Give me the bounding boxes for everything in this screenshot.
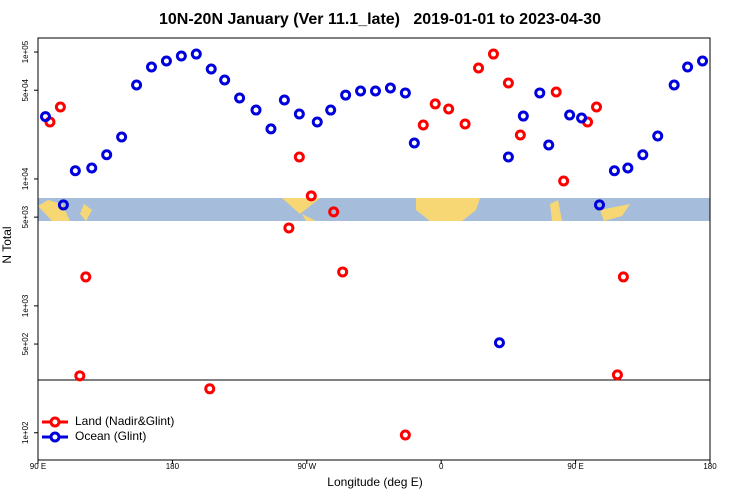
chart-title: 10N-20N January (Ver 11.1_late) 2019-01-… bbox=[159, 11, 601, 28]
legend-marker bbox=[49, 431, 61, 443]
point bbox=[219, 74, 231, 86]
point bbox=[576, 112, 588, 124]
point bbox=[57, 199, 69, 211]
x-tick-label: 180 bbox=[703, 462, 717, 471]
point bbox=[487, 48, 499, 60]
legend-label: Ocean (Glint) bbox=[75, 429, 146, 443]
y-tick-label: 5e+02 bbox=[21, 332, 30, 355]
point bbox=[682, 61, 694, 73]
point bbox=[205, 63, 217, 75]
map-band bbox=[38, 198, 710, 221]
point bbox=[250, 104, 262, 116]
point bbox=[622, 162, 634, 174]
point bbox=[384, 82, 396, 94]
x-tick-label: 90 E bbox=[567, 462, 583, 471]
point bbox=[408, 137, 420, 149]
point bbox=[369, 85, 381, 97]
point bbox=[116, 131, 128, 143]
point bbox=[608, 165, 620, 177]
point bbox=[514, 129, 526, 141]
point bbox=[204, 383, 216, 395]
legend-marker bbox=[49, 416, 61, 428]
point bbox=[473, 62, 485, 74]
point bbox=[534, 87, 546, 99]
point bbox=[54, 101, 66, 113]
point bbox=[160, 55, 172, 67]
y-tick-label: 5e+04 bbox=[21, 78, 30, 101]
point bbox=[591, 101, 603, 113]
legend-label: Land (Nadir&Glint) bbox=[75, 414, 174, 428]
point bbox=[175, 50, 187, 62]
point bbox=[517, 110, 529, 122]
x-axis-label: Longitude (deg E) bbox=[327, 475, 422, 489]
point bbox=[399, 87, 411, 99]
point bbox=[593, 199, 605, 211]
point bbox=[543, 139, 555, 151]
y-tick-label: 1e+02 bbox=[21, 421, 30, 444]
point bbox=[493, 337, 505, 349]
point bbox=[558, 175, 570, 187]
point bbox=[697, 55, 709, 67]
point bbox=[443, 103, 455, 115]
point bbox=[502, 151, 514, 163]
point bbox=[325, 104, 337, 116]
plot-frame bbox=[37, 37, 711, 461]
point bbox=[564, 109, 576, 121]
point bbox=[293, 108, 305, 120]
point bbox=[399, 429, 411, 441]
y-tick-label: 1e+05 bbox=[21, 40, 30, 63]
point bbox=[417, 119, 429, 131]
point bbox=[337, 266, 349, 278]
x-tick-label: 90 W bbox=[297, 462, 316, 471]
point bbox=[502, 77, 514, 89]
point bbox=[429, 98, 441, 110]
point bbox=[617, 271, 629, 283]
point bbox=[637, 149, 649, 161]
point bbox=[340, 89, 352, 101]
x-tick-label: 0 bbox=[439, 462, 444, 471]
point bbox=[293, 151, 305, 163]
point bbox=[39, 111, 51, 123]
point bbox=[265, 123, 277, 135]
point bbox=[311, 116, 323, 128]
point bbox=[145, 61, 157, 73]
point bbox=[459, 118, 471, 130]
point bbox=[234, 92, 246, 104]
point bbox=[131, 79, 143, 91]
point bbox=[550, 86, 562, 98]
point bbox=[355, 85, 367, 97]
point bbox=[611, 369, 623, 381]
point bbox=[328, 206, 340, 218]
point bbox=[80, 271, 92, 283]
point bbox=[190, 48, 202, 60]
point bbox=[278, 94, 290, 106]
point bbox=[86, 162, 98, 174]
point bbox=[101, 149, 113, 161]
point bbox=[74, 370, 86, 382]
point bbox=[283, 222, 295, 234]
point bbox=[69, 165, 81, 177]
y-axis-label: N Total bbox=[0, 226, 14, 263]
point bbox=[305, 190, 317, 202]
point bbox=[668, 79, 680, 91]
y-tick-label: 1e+03 bbox=[21, 294, 30, 317]
x-tick-label: 180 bbox=[166, 462, 180, 471]
y-tick-label: 5e+03 bbox=[21, 205, 30, 228]
point bbox=[652, 130, 664, 142]
y-tick-label: 1e+04 bbox=[21, 167, 30, 190]
x-tick-label: 90 E bbox=[30, 462, 46, 471]
